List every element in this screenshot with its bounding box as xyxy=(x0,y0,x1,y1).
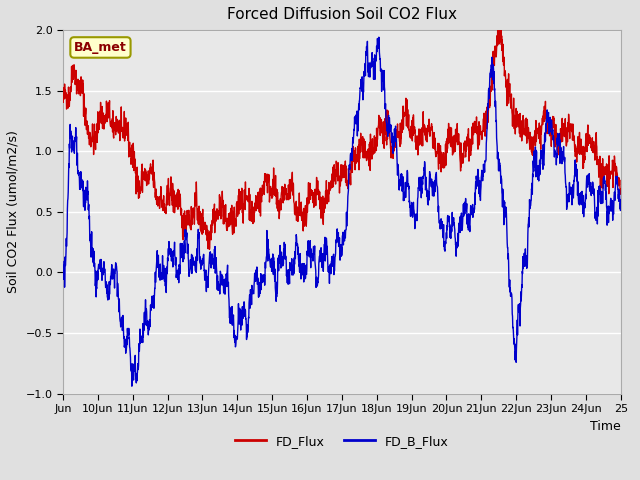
FD_Flux xyxy=(499,59,507,64)
Y-axis label: Soil CO2 Flux (umol/m2/s): Soil CO2 Flux (umol/m2/s) xyxy=(7,131,20,293)
FD_Flux xyxy=(617,190,625,196)
Title: Forced Diffusion Soil CO2 Flux: Forced Diffusion Soil CO2 Flux xyxy=(227,7,457,22)
Legend: FD_Flux, FD_B_Flux: FD_Flux, FD_B_Flux xyxy=(230,430,454,453)
FD_B_Flux xyxy=(316,254,323,260)
FD_B_Flux xyxy=(88,240,95,245)
FD_B_Flux xyxy=(499,186,507,192)
FD_Flux xyxy=(602,171,609,177)
Text: BA_met: BA_met xyxy=(74,41,127,54)
FD_Flux xyxy=(59,96,67,102)
FD_Flux xyxy=(601,167,609,173)
Line: FD_B_Flux: FD_B_Flux xyxy=(63,37,621,386)
X-axis label: Time: Time xyxy=(590,420,621,432)
FD_B_Flux xyxy=(602,180,609,186)
FD_B_Flux xyxy=(601,178,609,184)
FD_B_Flux xyxy=(617,197,625,203)
Line: FD_Flux: FD_Flux xyxy=(63,20,621,250)
FD_Flux xyxy=(205,247,213,252)
FD_B_Flux xyxy=(128,384,136,389)
FD_Flux xyxy=(495,17,503,23)
FD_B_Flux xyxy=(375,35,383,40)
FD_Flux xyxy=(316,189,323,195)
FD_Flux xyxy=(331,171,339,177)
FD_B_Flux xyxy=(59,276,67,282)
FD_Flux xyxy=(88,136,95,142)
FD_B_Flux xyxy=(331,268,339,274)
